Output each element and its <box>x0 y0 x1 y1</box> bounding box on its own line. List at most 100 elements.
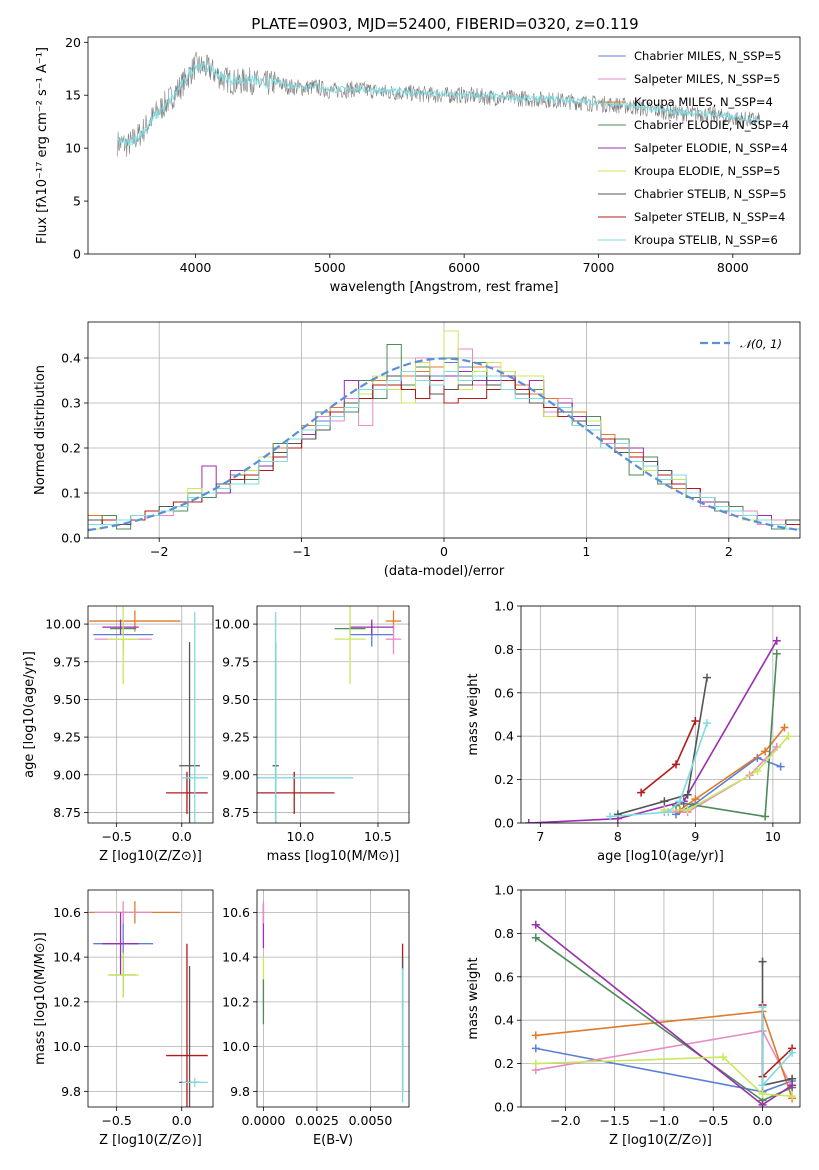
x-tick-label: 0.0 <box>753 1113 773 1128</box>
weight-marker <box>772 636 781 645</box>
legend-label: Salpeter MILES, N_SSP=5 <box>634 72 780 86</box>
axes-frame <box>87 605 214 824</box>
plot-area <box>117 51 760 157</box>
errorbar-point <box>334 606 366 685</box>
axes-frame <box>87 889 214 1108</box>
y-tick-label: 10.0 <box>53 1039 81 1054</box>
axes-frame <box>256 605 410 824</box>
errorbar-point <box>102 912 139 976</box>
weight-marker <box>672 760 680 769</box>
legend-label: Chabrier ELODIE, N_SSP=4 <box>634 118 789 132</box>
x-tick-label: −0.5 <box>101 1113 131 1128</box>
x-tick-label: 9 <box>691 829 699 844</box>
y-tick-label: 10.6 <box>53 905 81 920</box>
x-tick-label: 0 <box>440 544 448 559</box>
x-tick-label: 7 <box>536 829 544 844</box>
errorbar-point <box>257 771 335 814</box>
y-tick-label: 1.0 <box>494 599 514 614</box>
weight-marker <box>758 1089 767 1098</box>
weight-marker <box>719 1053 728 1062</box>
panel-age_vs_mass: 10.0 10.5 8.75 9.00 9.25 9.50 9.75 10.00 mass [l… <box>214 605 410 864</box>
weight-line-Kroupa ELODIE <box>535 1056 793 1097</box>
plot-area <box>524 636 793 823</box>
y-tick-label: 8.75 <box>53 805 81 820</box>
x-tick-label: 10 <box>765 829 781 844</box>
y-tick-label: 9.75 <box>222 654 250 669</box>
weight-marker <box>758 957 767 966</box>
errorbar-point <box>166 943 208 1107</box>
grid <box>257 890 409 1107</box>
axes-frame <box>87 36 801 255</box>
weight-marker <box>753 766 762 775</box>
weight-line-Salpeter ELODIE <box>528 640 778 823</box>
axes-frame <box>256 889 410 1108</box>
y-tick-label: 10.00 <box>45 617 81 632</box>
x-tick-label: 8000 <box>717 260 749 275</box>
axes-frame <box>520 605 801 824</box>
y-tick-label: 9.8 <box>61 1084 81 1099</box>
y-tick-label: 0.2 <box>61 441 81 456</box>
legend-label: Salpeter ELODIE, N_SSP=4 <box>634 141 788 155</box>
histogram-Kroupa STELIB <box>88 371 800 530</box>
y-tick-label: 10 <box>65 141 81 156</box>
x-tick-label: 5000 <box>314 260 346 275</box>
weight-marker <box>780 723 789 732</box>
x-tick-label: −1 <box>292 544 310 559</box>
y-tick-label: 10.2 <box>222 994 250 1009</box>
errorbar-point <box>107 952 139 998</box>
y-axis-label: mass weight <box>466 957 481 1039</box>
y-tick-label: 0.4 <box>494 729 514 744</box>
legend-label: Kroupa ELODIE, N_SSP=5 <box>634 164 780 178</box>
grid <box>88 606 213 823</box>
weight-marker <box>703 719 711 728</box>
errorbar-point <box>166 771 208 814</box>
plot-area <box>257 606 402 823</box>
weight-line-Salpeter MILES <box>664 746 778 813</box>
y-tick-label: 0 <box>73 247 81 262</box>
weight-marker <box>703 673 711 682</box>
legend-label: Kroupa MILES, N_SSP=4 <box>634 95 773 109</box>
weight-marker <box>683 805 692 814</box>
y-tick-label: 5 <box>73 194 81 209</box>
panel-spectrum: 4000 5000 6000 7000 8000 0 5 10 15 20 wavelength [… <box>35 35 801 295</box>
weight-marker <box>531 1059 540 1068</box>
x-tick-label: −2 <box>150 544 168 559</box>
weight-line-Kroupa STELIB <box>761 1007 793 1088</box>
grid <box>257 606 409 823</box>
x-axis-label: age [log10(age/yr)] <box>597 849 724 864</box>
legend-label: Kroupa STELIB, N_SSP=6 <box>634 233 778 247</box>
y-tick-label: 0.3 <box>61 396 81 411</box>
weight-marker <box>637 788 646 797</box>
y-tick-label: 20 <box>65 35 81 50</box>
x-tick-label: 10.5 <box>364 829 392 844</box>
x-tick-label: 7000 <box>583 260 615 275</box>
y-tick-label: 9.00 <box>222 767 250 782</box>
gaussian-curve <box>88 357 800 532</box>
weight-line-Chabrier STELIB <box>617 677 708 816</box>
errorbar-point <box>257 612 354 823</box>
x-tick-label: 0.0 <box>172 1113 192 1128</box>
weight-marker <box>664 808 673 817</box>
y-axis-label: Flux [fλ10⁻¹⁷ erg cm⁻² s⁻¹ A⁻¹] <box>35 47 50 244</box>
panel-residuals: −2 −1 0 1 2 0.0 0.1 0.2 0.3 0.4 (data-model)/error… <box>33 321 801 579</box>
errorbar-point <box>179 642 200 823</box>
panel-weight_vs_Z: −2.0 −1.5 −1.0 −0.5 0.0 0.0 0.2 0.4 0.6 0.8 1.0 Z [… <box>466 883 801 1148</box>
x-tick-label: 2 <box>725 544 733 559</box>
errorbar-point <box>107 606 139 685</box>
x-axis-label: E(B-V) <box>313 1133 353 1148</box>
errorbar-point <box>181 1077 208 1087</box>
weight-marker <box>784 732 793 741</box>
y-axis-label: mass [log10(M/M⊙)] <box>33 932 48 1065</box>
weight-marker <box>675 797 684 806</box>
y-tick-label: 0.2 <box>494 772 514 787</box>
y-tick-label: 10.0 <box>222 1039 250 1054</box>
x-axis-label: (data-model)/error <box>384 564 505 579</box>
y-tick-label: 0.6 <box>494 969 514 984</box>
weight-marker <box>758 1081 767 1090</box>
weight-marker <box>761 747 770 756</box>
x-tick-label: 10.0 <box>287 829 315 844</box>
legend-label: Chabrier STELIB, N_SSP=5 <box>634 187 786 201</box>
errorbar-point <box>385 624 402 655</box>
x-tick-label: 0.0000 <box>242 1113 286 1128</box>
plot-area <box>262 901 404 1103</box>
